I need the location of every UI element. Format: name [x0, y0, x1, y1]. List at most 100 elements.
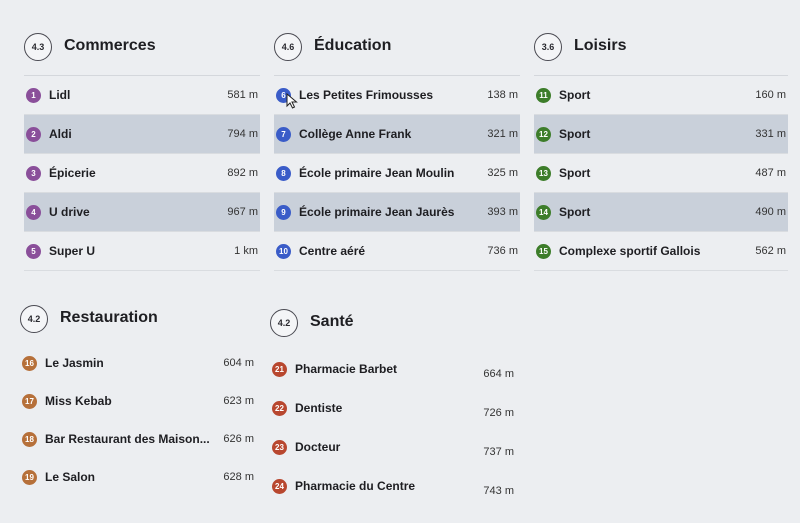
poi-number: 8	[276, 166, 291, 181]
poi-number: 18	[22, 432, 37, 447]
poi-name: École primaire Jean Moulin	[299, 166, 455, 180]
list-item[interactable]: 18 Bar Restaurant des Maison... 626 m	[20, 420, 256, 458]
poi-name: Super U	[49, 244, 96, 258]
poi-name: Le Salon	[45, 470, 96, 484]
poi-name: Épicerie	[49, 166, 96, 180]
section-title: Loisirs	[574, 37, 627, 54]
mouse-cursor-icon	[286, 93, 298, 109]
poi-number: 7	[276, 127, 291, 142]
poi-distance: 623 m	[223, 395, 254, 407]
list-item[interactable]: 8 École primaire Jean Moulin 325 m	[274, 154, 520, 193]
poi-name: Sport	[559, 127, 591, 141]
section-loisirs: 3.6 Loisirs 11 Sport 160 m 12 Sport 331 m 13…	[534, 30, 788, 271]
list-item[interactable]: 7 Collège Anne Frank 321 m	[274, 115, 520, 154]
poi-name: U drive	[49, 205, 90, 219]
poi-name: Les Petites Frimousses	[299, 88, 434, 102]
poi-distance: 892 m	[227, 167, 258, 179]
poi-number: 11	[536, 88, 551, 103]
score-badge: 4.6	[274, 33, 302, 61]
list-item[interactable]: 23 Docteur 737 m	[270, 428, 516, 467]
poi-name: Lidl	[49, 88, 71, 102]
poi-name: Miss Kebab	[45, 394, 112, 408]
poi-name: Sport	[559, 166, 591, 180]
poi-distance: 626 m	[223, 433, 254, 445]
list-item[interactable]: 17 Miss Kebab 623 m	[20, 382, 256, 420]
list-item[interactable]: 13 Sport 487 m	[534, 154, 788, 193]
poi-number: 10	[276, 244, 291, 259]
poi-number: 9	[276, 205, 291, 220]
list-item[interactable]: 4 U drive 967 m	[24, 193, 260, 232]
score-badge: 4.2	[20, 305, 48, 333]
poi-distance: 487 m	[755, 167, 786, 179]
list-item[interactable]: 21 Pharmacie Barbet 664 m	[270, 350, 516, 389]
score-badge: 3.6	[534, 33, 562, 61]
poi-distance: 628 m	[223, 471, 254, 483]
poi-name: Centre aéré	[299, 244, 366, 258]
poi-distance: 331 m	[755, 128, 786, 140]
poi-name: Pharmacie du Centre	[295, 479, 416, 493]
poi-distance: 562 m	[755, 245, 786, 257]
poi-number: 23	[272, 440, 287, 455]
poi-name: Le Jasmin	[45, 356, 104, 370]
poi-distance: 325 m	[487, 167, 518, 179]
section-title: Commerces	[64, 37, 156, 54]
list-item[interactable]: 16 Le Jasmin 604 m	[20, 344, 256, 382]
poi-number: 19	[22, 470, 37, 485]
poi-number: 12	[536, 127, 551, 142]
poi-number: 4	[26, 205, 41, 220]
poi-distance: 794 m	[227, 128, 258, 140]
list-item[interactable]: 10 Centre aéré 736 m	[274, 232, 520, 271]
list-item[interactable]: 1 Lidl 581 m	[24, 76, 260, 115]
section-title: Éducation	[314, 37, 392, 54]
poi-distance: 1 km	[234, 245, 258, 257]
poi-distance: 737 m	[483, 446, 514, 458]
poi-number: 2	[26, 127, 41, 142]
list-item[interactable]: 12 Sport 331 m	[534, 115, 788, 154]
list-item[interactable]: 2 Aldi 794 m	[24, 115, 260, 154]
list-item[interactable]: 24 Pharmacie du Centre 743 m	[270, 467, 516, 506]
list-item[interactable]: 6 Les Petites Frimousses 138 m	[274, 76, 520, 115]
score-badge: 4.2	[270, 309, 298, 337]
poi-number: 15	[536, 244, 551, 259]
list-item[interactable]: 3 Épicerie 892 m	[24, 154, 260, 193]
poi-number: 21	[272, 362, 287, 377]
poi-name: Pharmacie Barbet	[295, 362, 398, 376]
poi-distance: 321 m	[487, 128, 518, 140]
poi-name: Collège Anne Frank	[299, 127, 412, 141]
section-title: Santé	[310, 313, 354, 330]
poi-number: 14	[536, 205, 551, 220]
poi-distance: 743 m	[483, 485, 514, 497]
poi-number: 17	[22, 394, 37, 409]
poi-name: Dentiste	[295, 401, 343, 415]
poi-number: 22	[272, 401, 287, 416]
poi-number: 5	[26, 244, 41, 259]
poi-distance: 160 m	[755, 89, 786, 101]
poi-distance: 726 m	[483, 407, 514, 419]
list-item[interactable]: 19 Le Salon 628 m	[20, 458, 256, 496]
section-title: Restauration	[60, 309, 158, 326]
list-item[interactable]: 14 Sport 490 m	[534, 193, 788, 232]
poi-distance: 664 m	[483, 368, 514, 380]
poi-distance: 490 m	[755, 206, 786, 218]
section-commerces: 4.3 Commerces 1 Lidl 581 m 2 Aldi 794 m 3 Épi…	[24, 30, 260, 271]
poi-name: Complexe sportif Gallois	[559, 244, 701, 258]
section-education: 4.6 Éducation 6 Les Petites Frimousses 138…	[274, 30, 520, 271]
poi-name: Sport	[559, 88, 591, 102]
list-item[interactable]: 11 Sport 160 m	[534, 76, 788, 115]
list-item[interactable]: 5 Super U 1 km	[24, 232, 260, 271]
poi-distance: 138 m	[487, 89, 518, 101]
poi-distance: 967 m	[227, 206, 258, 218]
poi-name: Aldi	[49, 127, 72, 141]
poi-name: Bar Restaurant des Maison...	[45, 432, 210, 446]
poi-distance: 393 m	[487, 206, 518, 218]
score-badge: 4.3	[24, 33, 52, 61]
section-restauration: 4.2 Restauration 16 Le Jasmin 604 m 17 Miss…	[20, 302, 256, 485]
poi-distance: 736 m	[487, 245, 518, 257]
poi-name: Sport	[559, 205, 591, 219]
section-sante: 4.2 Santé 21 Pharmacie Barbet 664 m 22 Dent…	[270, 306, 516, 497]
list-item[interactable]: 22 Dentiste 726 m	[270, 389, 516, 428]
list-item[interactable]: 15 Complexe sportif Gallois 562 m	[534, 232, 788, 271]
poi-name: École primaire Jean Jaurès	[299, 205, 455, 219]
poi-number: 13	[536, 166, 551, 181]
list-item[interactable]: 9 École primaire Jean Jaurès 393 m	[274, 193, 520, 232]
